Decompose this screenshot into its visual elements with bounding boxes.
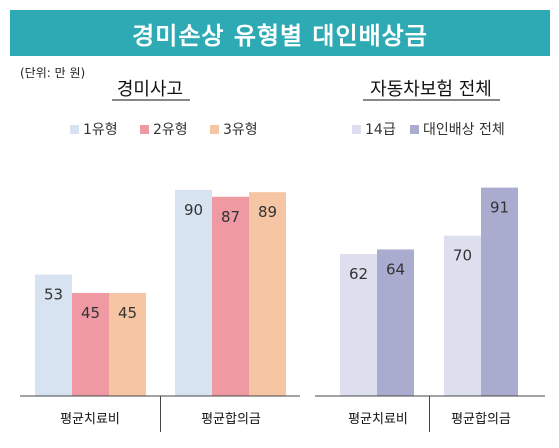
bar xyxy=(72,292,109,396)
unit-note: (단위: 만 원) xyxy=(20,66,86,80)
value-label: 53 xyxy=(44,286,63,304)
bar xyxy=(444,235,481,396)
legend-label: 2유형 xyxy=(153,122,188,138)
legend-minor-accident: 1유형 2유형 3유형 xyxy=(70,122,258,138)
value-label: 62 xyxy=(349,265,368,283)
bar xyxy=(109,292,146,396)
bar xyxy=(340,254,377,396)
value-label: 87 xyxy=(221,208,240,226)
panel-title-all-insurance: 자동차보험 전체 xyxy=(370,79,492,100)
value-label: 89 xyxy=(258,203,277,221)
legend-label: 1유형 xyxy=(83,122,118,138)
panel-title-minor-accident: 경미사고 xyxy=(117,79,183,100)
value-label: 64 xyxy=(386,260,405,278)
value-label: 90 xyxy=(184,201,203,219)
value-label: 70 xyxy=(453,247,472,265)
bar xyxy=(249,192,286,396)
category-label: 평균치료비 xyxy=(348,412,408,427)
value-label: 45 xyxy=(118,304,137,322)
bars-all-insurance: 62 64 70 91 xyxy=(340,187,518,396)
value-label: 91 xyxy=(490,199,509,217)
legend-all-insurance: 14급 대인배상 전체 xyxy=(352,122,505,138)
legend-swatch xyxy=(410,125,419,134)
category-label: 평균합의금 xyxy=(201,412,261,427)
bar xyxy=(377,249,414,396)
panel-all-insurance: 자동차보험 전체 14급 대인배상 전체 62 64 70 91 평균치료비 평균합의금 xyxy=(315,79,545,432)
legend-label: 14급 xyxy=(365,122,396,138)
value-label: 45 xyxy=(81,304,100,322)
legend-swatch xyxy=(70,125,79,134)
bar xyxy=(481,187,518,396)
bar xyxy=(212,196,249,396)
categories-minor-accident: 평균치료비 평균합의금 xyxy=(60,412,261,427)
bars-minor-accident: 53 45 45 90 87 89 xyxy=(35,189,286,396)
legend-label: 3유형 xyxy=(223,122,258,138)
category-label: 평균합의금 xyxy=(451,412,511,427)
legend-swatch xyxy=(352,125,361,134)
legend-swatch xyxy=(140,125,149,134)
page-title: 경미손상 유형별 대인배상금 xyxy=(132,21,428,50)
legend-swatch xyxy=(210,125,219,134)
categories-all-insurance: 평균치료비 평균합의금 xyxy=(348,412,511,427)
title-banner: 경미손상 유형별 대인배상금 xyxy=(10,10,550,56)
category-label: 평균치료비 xyxy=(60,412,120,427)
bar xyxy=(35,274,72,396)
legend-label: 대인배상 전체 xyxy=(423,122,505,138)
panel-minor-accident: 경미사고 1유형 2유형 3유형 53 45 45 90 87 89 평균치료비 평균합의금 xyxy=(20,79,300,432)
bar xyxy=(175,189,212,396)
